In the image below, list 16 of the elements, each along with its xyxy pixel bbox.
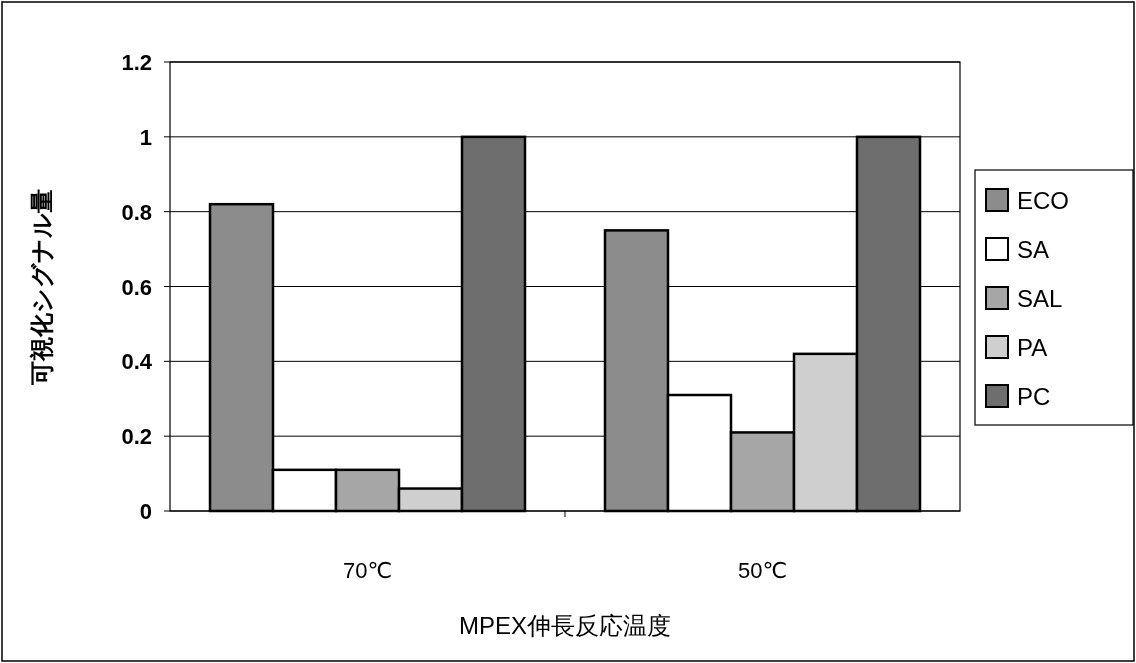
x-axis-title: MPEX伸長反応温度 [458,612,672,639]
y-tick-label: 0 [139,499,152,524]
legend-label: PA [1017,334,1048,361]
y-axis-title: 可視化シグナル量 [28,188,55,386]
y-tick-label: 0.2 [121,424,152,450]
y-tick-label: 0.6 [121,274,152,300]
y-tick-label: 1 [139,124,152,150]
legend-label: PC [1017,383,1051,410]
legend-label: SAL [1017,285,1063,312]
x-tick-label: 50℃ [737,558,788,583]
y-tick-label: 1.2 [121,50,152,75]
y-tick-label: 0.4 [121,349,153,375]
legend-label: ECO [1017,187,1070,214]
legend-label: SA [1017,236,1050,263]
x-tick-label: 70℃ [342,558,393,583]
y-tick-label: 0.8 [121,199,152,225]
